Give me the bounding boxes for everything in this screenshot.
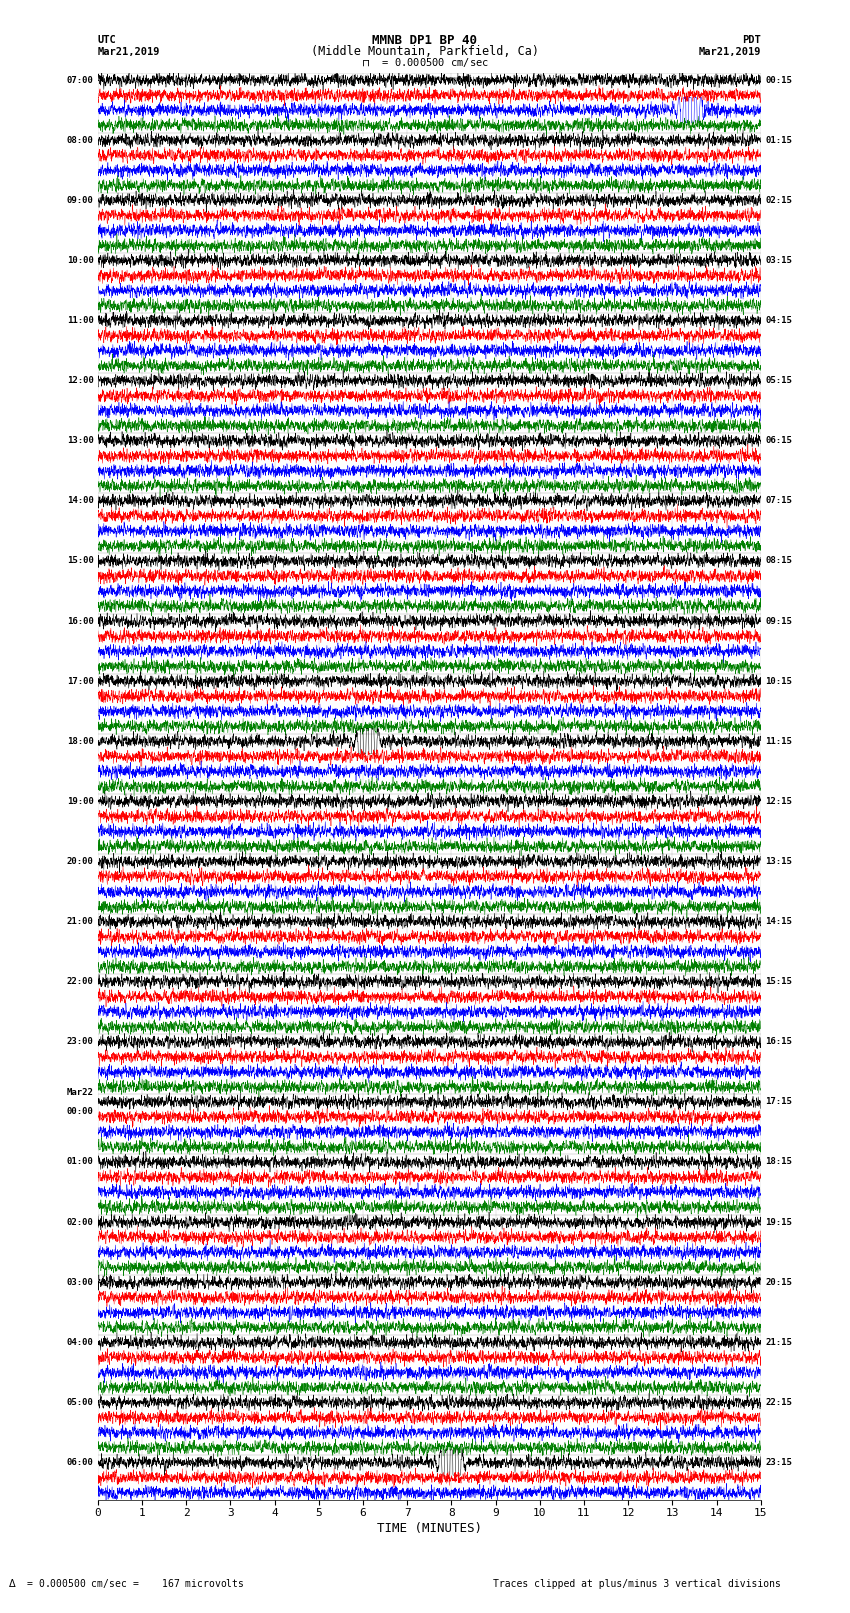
Text: 20:15: 20:15 [765, 1277, 792, 1287]
Text: $\Delta$  = 0.000500 cm/sec =    167 microvolts: $\Delta$ = 0.000500 cm/sec = 167 microvo… [8, 1578, 245, 1590]
Text: 04:15: 04:15 [765, 316, 792, 326]
Text: 18:00: 18:00 [66, 737, 94, 745]
Text: PDT: PDT [742, 35, 761, 45]
Text: 22:00: 22:00 [66, 977, 94, 986]
Text: Mar21,2019: Mar21,2019 [98, 47, 161, 56]
Text: 03:15: 03:15 [765, 256, 792, 265]
Text: 16:00: 16:00 [66, 616, 94, 626]
Text: 02:00: 02:00 [66, 1218, 94, 1226]
Text: 02:15: 02:15 [765, 195, 792, 205]
Text: 12:00: 12:00 [66, 376, 94, 386]
Text: 08:00: 08:00 [66, 135, 94, 145]
Text: 16:15: 16:15 [765, 1037, 792, 1047]
Text: 21:00: 21:00 [66, 918, 94, 926]
Text: UTC: UTC [98, 35, 116, 45]
Text: $\sqcap$  = 0.000500 cm/sec: $\sqcap$ = 0.000500 cm/sec [361, 56, 489, 69]
Text: 08:15: 08:15 [765, 556, 792, 566]
Text: 21:15: 21:15 [765, 1337, 792, 1347]
Text: 07:15: 07:15 [765, 497, 792, 505]
Text: 09:00: 09:00 [66, 195, 94, 205]
Text: 01:00: 01:00 [66, 1158, 94, 1166]
Text: 05:00: 05:00 [66, 1398, 94, 1407]
Text: 19:00: 19:00 [66, 797, 94, 806]
Text: MMNB DP1 BP 40: MMNB DP1 BP 40 [372, 34, 478, 47]
Text: 17:00: 17:00 [66, 676, 94, 686]
Text: 13:15: 13:15 [765, 857, 792, 866]
Text: 18:15: 18:15 [765, 1158, 792, 1166]
Text: 20:00: 20:00 [66, 857, 94, 866]
Text: 05:15: 05:15 [765, 376, 792, 386]
Text: Mar21,2019: Mar21,2019 [698, 47, 761, 56]
Text: 14:15: 14:15 [765, 918, 792, 926]
Text: 00:00: 00:00 [66, 1107, 94, 1116]
Text: Mar22: Mar22 [66, 1089, 94, 1097]
Text: 09:15: 09:15 [765, 616, 792, 626]
Text: 22:15: 22:15 [765, 1398, 792, 1407]
Text: 14:00: 14:00 [66, 497, 94, 505]
Text: 15:15: 15:15 [765, 977, 792, 986]
Text: Traces clipped at plus/minus 3 vertical divisions: Traces clipped at plus/minus 3 vertical … [493, 1579, 781, 1589]
Text: (Middle Mountain, Parkfield, Ca): (Middle Mountain, Parkfield, Ca) [311, 45, 539, 58]
Text: 10:00: 10:00 [66, 256, 94, 265]
Text: 17:15: 17:15 [765, 1097, 792, 1107]
Text: 11:15: 11:15 [765, 737, 792, 745]
Text: 01:15: 01:15 [765, 135, 792, 145]
Text: 23:15: 23:15 [765, 1458, 792, 1468]
Text: 12:15: 12:15 [765, 797, 792, 806]
Text: 06:00: 06:00 [66, 1458, 94, 1468]
X-axis label: TIME (MINUTES): TIME (MINUTES) [377, 1523, 482, 1536]
Text: 19:15: 19:15 [765, 1218, 792, 1226]
Text: 04:00: 04:00 [66, 1337, 94, 1347]
Text: 03:00: 03:00 [66, 1277, 94, 1287]
Text: 11:00: 11:00 [66, 316, 94, 326]
Text: 00:15: 00:15 [765, 76, 792, 84]
Text: 13:00: 13:00 [66, 436, 94, 445]
Text: 15:00: 15:00 [66, 556, 94, 566]
Text: 23:00: 23:00 [66, 1037, 94, 1047]
Text: 07:00: 07:00 [66, 76, 94, 84]
Text: 10:15: 10:15 [765, 676, 792, 686]
Text: 06:15: 06:15 [765, 436, 792, 445]
